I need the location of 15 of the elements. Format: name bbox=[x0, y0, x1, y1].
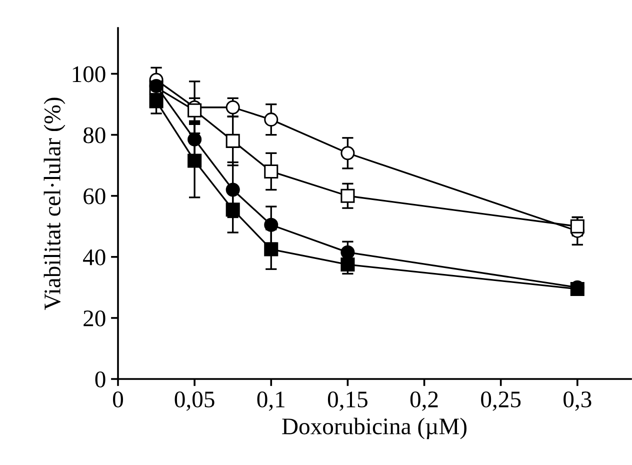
y-tick-label: 100 bbox=[72, 66, 106, 82]
x-axis-title: Doxorubicina (µM) bbox=[282, 418, 466, 440]
x-tick-label: 0,25 bbox=[481, 391, 521, 411]
y-axis-title: Viabilitat cel·lular (%) bbox=[44, 98, 66, 310]
x-tick-label: 0,1 bbox=[257, 391, 284, 411]
x-tick-label: 0,05 bbox=[174, 391, 214, 411]
y-tick-label: 60 bbox=[84, 188, 106, 204]
y-tick-label: 20 bbox=[84, 310, 106, 326]
x-tick-label: 0,15 bbox=[328, 391, 368, 411]
x-tick-label: 0,3 bbox=[564, 391, 592, 411]
y-tick-label: 0 bbox=[95, 371, 106, 388]
y-tick-label: 40 bbox=[83, 249, 106, 266]
x-tick-label: 0 bbox=[112, 391, 124, 408]
y-tick-label: 80 bbox=[83, 127, 106, 144]
x-tick-label: 0,2 bbox=[410, 391, 438, 411]
